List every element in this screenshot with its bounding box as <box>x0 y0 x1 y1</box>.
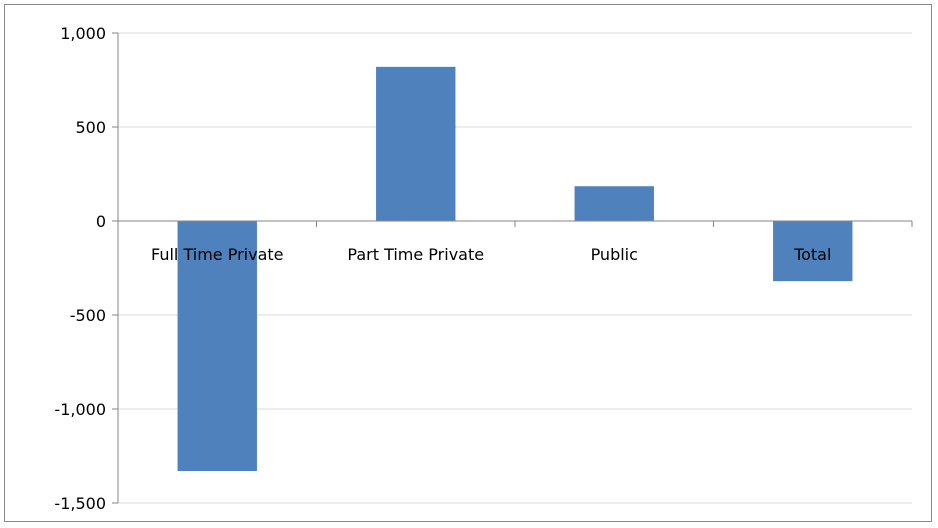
x-tick-label: Public <box>591 245 638 264</box>
x-tick-label: Part Time Private <box>347 245 484 264</box>
y-tick-label: 0 <box>96 212 106 231</box>
x-tick-label: Total <box>793 245 831 264</box>
x-tick-label: Full Time Private <box>151 245 283 264</box>
y-tick-label: -500 <box>70 306 106 325</box>
y-tick-label: -1,000 <box>54 400 106 419</box>
bar <box>574 186 654 221</box>
y-tick-label: -1,500 <box>54 494 106 513</box>
y-tick-label: 1,000 <box>60 24 106 43</box>
labels: 1,000 500 0 -500 -1,000 -1,500 Full Time Priva… <box>54 24 831 513</box>
bar <box>177 221 257 472</box>
bar <box>773 221 853 282</box>
bars <box>177 66 853 472</box>
bar <box>376 66 456 221</box>
y-tick-label: 500 <box>75 118 106 137</box>
axes <box>112 32 913 504</box>
